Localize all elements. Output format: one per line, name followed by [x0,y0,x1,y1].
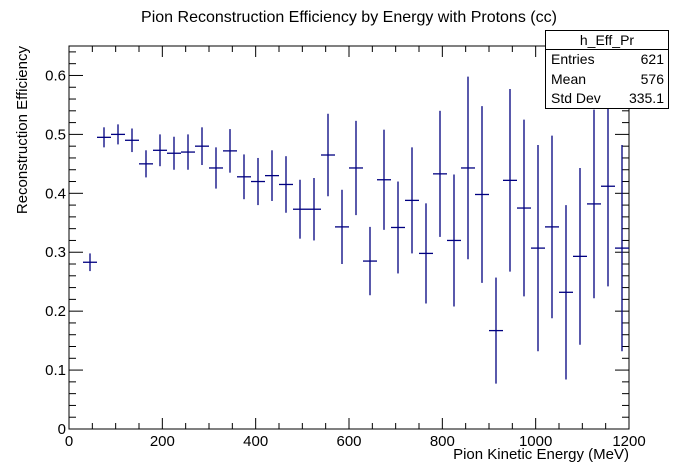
data-point [433,110,447,237]
data-point [265,150,279,201]
data-point [489,277,503,384]
stats-title: h_Eff_Pr [546,31,668,50]
data-point [83,253,97,272]
data-points [83,76,629,384]
data-point [139,150,153,178]
stats-value: 621 [640,51,664,67]
data-point [475,106,489,283]
y-tick-label: 0.5 [45,126,66,143]
x-tick-label: 1200 [612,433,645,450]
y-axis-title: Reconstruction Efficiency [14,46,31,215]
data-point [195,127,209,166]
y-tick-label: 0 [58,421,66,438]
stats-label: Std Dev [551,90,601,106]
x-tick-label: 0 [65,433,73,450]
data-point [363,226,377,296]
data-point [531,144,545,352]
y-tick-label: 0.2 [45,303,66,320]
data-point [615,144,629,352]
stats-label: Entries [551,51,595,67]
data-point [251,157,265,206]
data-point [97,127,111,148]
x-tick-label: 1000 [519,433,552,450]
data-point [573,167,587,345]
stats-row-entries: Entries 621 [546,50,668,70]
data-point [503,89,517,272]
data-point [517,119,531,297]
y-axis-tick-labels: 0 0.1 0.2 0.3 0.4 0.5 0.6 [45,67,66,438]
data-point [405,147,419,254]
data-point [335,189,349,265]
x-tick-label: 600 [336,433,361,450]
data-point [307,177,321,241]
y-tick-label: 0.4 [45,185,66,202]
data-point [377,129,391,230]
stats-value: 576 [640,70,664,87]
stats-row-mean: Mean 576 [546,70,668,90]
data-point [111,124,125,145]
y-tick-label: 0.1 [45,362,66,379]
data-point [545,135,559,319]
y-tick-label: 0.6 [45,67,66,84]
x-axis-title: Pion Kinetic Energy (MeV) [453,446,629,463]
data-point [349,120,363,216]
data-point [461,76,475,260]
data-point [181,134,195,170]
data-point [559,205,573,380]
data-point [223,129,237,173]
data-point [125,128,139,153]
stats-row-stddev: Std Dev 335.1 [546,89,668,109]
data-point [321,113,335,197]
data-point [153,134,167,167]
data-point [237,154,251,200]
x-tick-label: 200 [150,433,175,450]
data-point [279,156,293,213]
data-point [293,179,307,239]
data-point [391,181,405,274]
x-axis-tick-labels: 0 200 400 600 800 1000 1200 [65,433,646,450]
data-point [209,147,223,189]
x-axis-ticks [68,46,630,429]
stats-value: 335.1 [628,90,664,106]
stats-label: Mean [551,70,587,87]
chart-title: Pion Reconstruction Efficiency by Energy… [141,9,557,26]
data-point [167,136,181,170]
x-tick-label: 800 [430,433,455,450]
y-tick-label: 0.3 [45,244,66,261]
data-point [447,174,461,307]
data-point [601,86,615,287]
stats-box: h_Eff_Pr Entries 621 Mean 576 Std Dev 33… [545,30,669,109]
data-point [419,203,433,304]
data-point [587,109,601,299]
x-tick-label: 400 [243,433,268,450]
